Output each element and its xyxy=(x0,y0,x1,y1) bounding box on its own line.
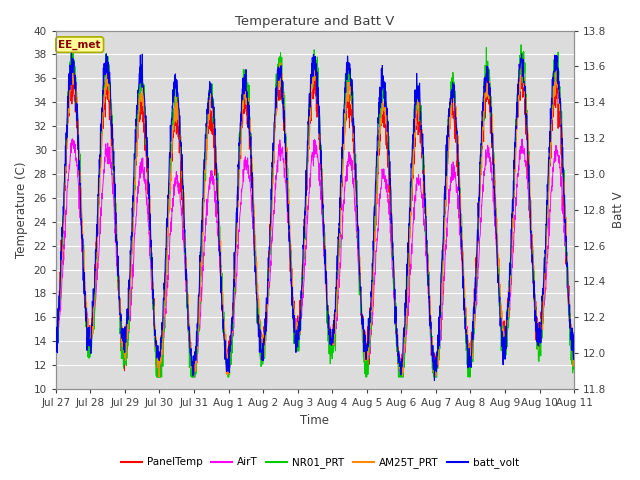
Text: EE_met: EE_met xyxy=(58,39,101,50)
Title: Temperature and Batt V: Temperature and Batt V xyxy=(236,15,395,28)
Y-axis label: Temperature (C): Temperature (C) xyxy=(15,162,28,258)
Legend: PanelTemp, AirT, NR01_PRT, AM25T_PRT, batt_volt: PanelTemp, AirT, NR01_PRT, AM25T_PRT, ba… xyxy=(117,453,523,472)
X-axis label: Time: Time xyxy=(301,414,330,427)
Y-axis label: Batt V: Batt V xyxy=(612,192,625,228)
